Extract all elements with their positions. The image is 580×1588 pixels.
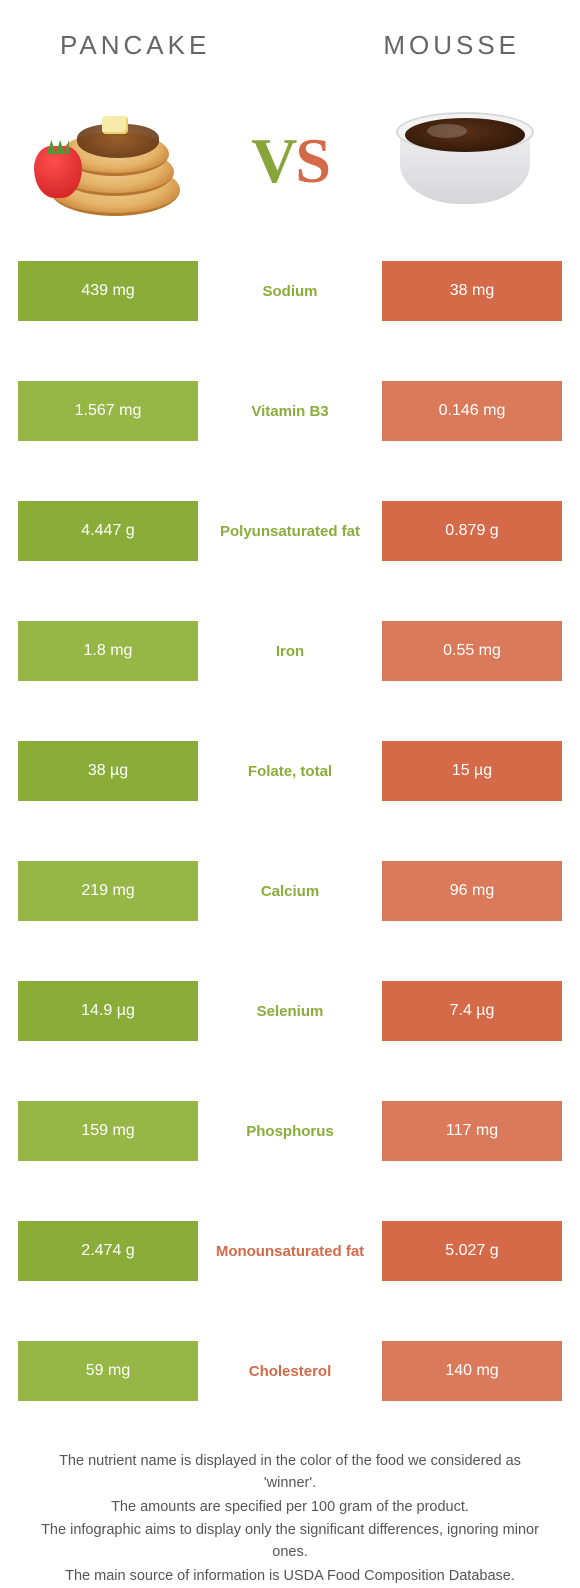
row-separator — [18, 441, 562, 501]
left-value: 59 mg — [18, 1341, 198, 1401]
footnote-line: The nutrient name is displayed in the co… — [34, 1451, 546, 1495]
table-row: 219 mgCalcium96 mg — [18, 861, 562, 921]
right-value: 0.879 g — [382, 501, 562, 561]
vs-row: VS — [0, 81, 580, 261]
right-value: 0.146 mg — [382, 381, 562, 441]
vs-v: V — [251, 125, 295, 196]
right-value: 0.55 mg — [382, 621, 562, 681]
row-separator — [18, 1041, 562, 1101]
table-row: 159 mgPhosphorus117 mg — [18, 1101, 562, 1161]
nutrient-name: Vitamin B3 — [198, 381, 382, 441]
nutrient-name: Folate, total — [198, 741, 382, 801]
pancake-illustration — [30, 91, 200, 231]
nutrient-name: Calcium — [198, 861, 382, 921]
nutrient-name: Sodium — [198, 261, 382, 321]
left-value: 1.8 mg — [18, 621, 198, 681]
table-row: 2.474 gMonounsaturated fat5.027 g — [18, 1221, 562, 1281]
table-row: 14.9 µgSelenium7.4 µg — [18, 981, 562, 1041]
nutrient-name: Selenium — [198, 981, 382, 1041]
right-value: 140 mg — [382, 1341, 562, 1401]
mousse-illustration — [380, 91, 550, 231]
left-value: 38 µg — [18, 741, 198, 801]
footnote-line: The amounts are specified per 100 gram o… — [34, 1497, 546, 1519]
row-separator — [18, 321, 562, 381]
left-value: 1.567 mg — [18, 381, 198, 441]
row-separator — [18, 801, 562, 861]
infographic-container: Pancake Mousse VS 439 mgSodium38 — [0, 0, 580, 1588]
nutrient-name: Monounsaturated fat — [198, 1221, 382, 1281]
table-row: 439 mgSodium38 mg — [18, 261, 562, 321]
row-separator — [18, 921, 562, 981]
nutrient-name: Phosphorus — [198, 1101, 382, 1161]
left-value: 14.9 µg — [18, 981, 198, 1041]
right-value: 117 mg — [382, 1101, 562, 1161]
left-value: 219 mg — [18, 861, 198, 921]
table-row: 1.567 mgVitamin B30.146 mg — [18, 381, 562, 441]
vs-s: S — [295, 125, 329, 196]
nutrient-name: Iron — [198, 621, 382, 681]
left-value: 439 mg — [18, 261, 198, 321]
table-row: 59 mgCholesterol140 mg — [18, 1341, 562, 1401]
left-value: 159 mg — [18, 1101, 198, 1161]
left-value: 4.447 g — [18, 501, 198, 561]
right-value: 38 mg — [382, 261, 562, 321]
right-value: 7.4 µg — [382, 981, 562, 1041]
nutrient-name: Cholesterol — [198, 1341, 382, 1401]
table-row: 1.8 mgIron0.55 mg — [18, 621, 562, 681]
row-separator — [18, 1281, 562, 1341]
row-separator — [18, 561, 562, 621]
right-value: 5.027 g — [382, 1221, 562, 1281]
vs-label: VS — [251, 124, 329, 198]
row-separator — [18, 1161, 562, 1221]
right-value: 15 µg — [382, 741, 562, 801]
footnote-line: The main source of information is USDA F… — [34, 1566, 546, 1588]
nutrient-name: Polyunsaturated fat — [198, 501, 382, 561]
right-value: 96 mg — [382, 861, 562, 921]
footnotes: The nutrient name is displayed in the co… — [0, 1401, 580, 1588]
nutrient-table: 439 mgSodium38 mg 1.567 mgVitamin B30.146… — [18, 261, 562, 1401]
left-food-title: Pancake — [60, 30, 210, 61]
left-value: 2.474 g — [18, 1221, 198, 1281]
header-row: Pancake Mousse — [0, 0, 580, 81]
table-row: 38 µgFolate, total15 µg — [18, 741, 562, 801]
footnote-line: The infographic aims to display only the… — [34, 1520, 546, 1564]
table-row: 4.447 gPolyunsaturated fat0.879 g — [18, 501, 562, 561]
row-separator — [18, 681, 562, 741]
right-food-title: Mousse — [383, 30, 520, 61]
